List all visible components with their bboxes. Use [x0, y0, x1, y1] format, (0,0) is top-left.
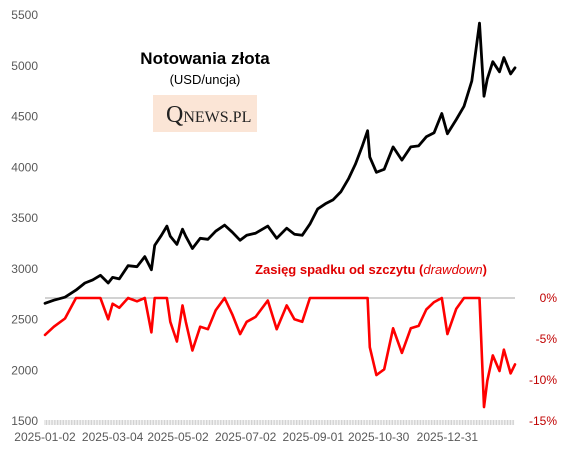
x-tick-label: 2025-05-02 — [147, 430, 209, 444]
y-left-tick-label: 5000 — [11, 59, 38, 73]
drawdown-label-emphasis: drawdown — [423, 262, 482, 277]
price-series-line — [43, 21, 517, 305]
logo-rest: NEWS.PL — [183, 109, 251, 126]
x-axis: 2025-01-02 2025-03-04 2025-05-02 2025-07-02… — [14, 420, 515, 444]
x-tick-label: 2025-07-02 — [215, 430, 277, 444]
left-axis: 1500 2000 2500 3000 3500 4000 4500 5000 5500 — [11, 8, 38, 428]
drawdown-label-suffix: ) — [483, 262, 487, 277]
qnews-logo: QNEWS.PL — [153, 95, 257, 132]
logo-background — [153, 95, 257, 132]
logo-letter-q: Q — [166, 102, 183, 128]
chart-title: Notowania złota — [140, 49, 270, 68]
logo-text: QNEWS.PL — [166, 102, 251, 128]
chart-subtitle: (USD/uncja) — [170, 72, 241, 87]
y-left-tick-label: 3000 — [11, 262, 38, 276]
y-left-tick-label: 2500 — [11, 313, 38, 327]
y-left-tick-label: 2000 — [11, 363, 38, 377]
y-right-tick-label: 0% — [540, 291, 558, 305]
x-tick-label: 2025-10-30 — [348, 430, 410, 444]
y-left-tick-label: 5500 — [11, 8, 38, 22]
x-tick-label: 2025-01-02 — [14, 430, 76, 444]
drawdown-label: Zasięg spadku od szczytu (drawdown) — [255, 262, 487, 277]
y-right-tick-label: -15% — [529, 414, 557, 428]
y-left-tick-label: 4000 — [11, 160, 38, 174]
drawdown-label-prefix: Zasięg spadku od szczytu ( — [255, 262, 424, 277]
drawdown-series-line — [43, 296, 517, 409]
y-left-tick-label: 1500 — [11, 414, 38, 428]
right-axis: 0% -5% -10% -15% — [529, 291, 557, 428]
series-layer — [43, 21, 517, 409]
y-right-tick-label: -5% — [536, 332, 558, 346]
x-tick-label: 2025-03-04 — [82, 430, 144, 444]
x-tick-label: 2025-12-31 — [417, 430, 479, 444]
y-right-tick-label: -10% — [529, 373, 557, 387]
y-left-tick-label: 3500 — [11, 211, 38, 225]
y-left-tick-label: 4500 — [11, 110, 38, 124]
x-tick-label: 2025-09-01 — [283, 430, 345, 444]
